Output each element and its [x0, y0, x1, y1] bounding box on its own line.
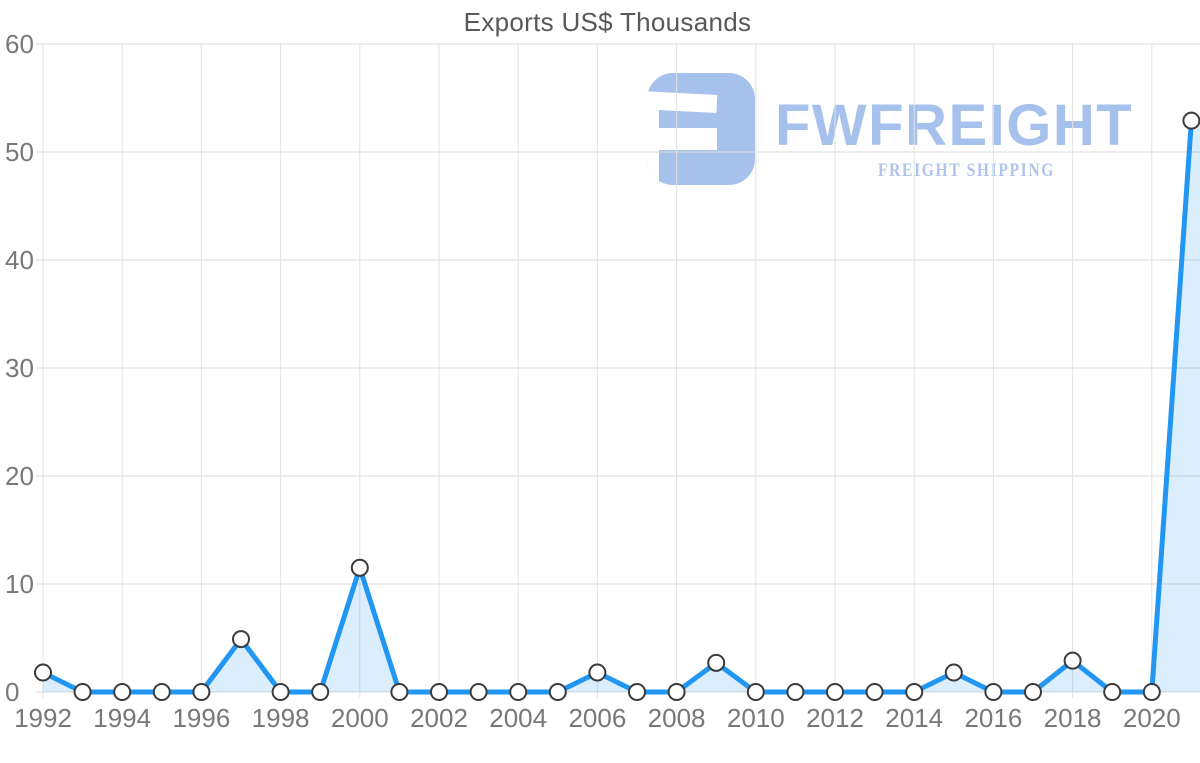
y-tick-label: 20 [5, 461, 34, 491]
data-point-1997[interactable] [232, 630, 250, 649]
data-point-2005[interactable] [548, 683, 567, 701]
data-point-1992[interactable] [34, 663, 52, 682]
data-point-2010[interactable] [746, 683, 765, 701]
data-point-1993[interactable] [73, 683, 92, 701]
data-point-2015[interactable] [944, 663, 963, 682]
data-point-2014[interactable] [905, 683, 924, 701]
x-tick-label: 2020 [1123, 703, 1181, 733]
data-point-1999[interactable] [311, 683, 330, 701]
data-point-1995[interactable] [152, 683, 171, 701]
x-tick-label: 2014 [885, 703, 943, 733]
chart-title: Exports US$ Thousands [463, 7, 752, 37]
x-tick-label: 1998 [252, 703, 310, 733]
y-tick-label: 0 [5, 677, 19, 707]
data-point-2017[interactable] [1024, 683, 1042, 701]
data-point-1996[interactable] [192, 683, 211, 701]
x-tick-label: 2004 [489, 703, 547, 733]
x-tick-label: 1992 [14, 703, 72, 733]
watermark-tagline: FREIGHT SHIPPING [878, 160, 1056, 181]
data-point-2018[interactable] [1063, 651, 1082, 670]
data-point-2020[interactable] [1142, 683, 1161, 701]
data-point-2021[interactable] [1182, 111, 1200, 130]
data-point-2008[interactable] [667, 683, 686, 701]
fwfreight-logo-icon [647, 73, 755, 185]
data-point-2013[interactable] [865, 683, 884, 701]
x-tick-label: 2018 [1044, 703, 1102, 733]
data-point-2001[interactable] [390, 683, 409, 701]
x-tick-label: 1996 [172, 703, 230, 733]
data-point-2003[interactable] [469, 683, 488, 701]
x-tick-label: 2002 [410, 703, 468, 733]
data-point-2009[interactable] [707, 653, 726, 672]
y-tick-label: 50 [5, 137, 34, 167]
x-axis-labels: 1992 1994 1996 1998 2000 2002 2004 2006 2008 2010… [14, 703, 1181, 733]
data-point-2016[interactable] [984, 683, 1003, 701]
logo-cut-middle [659, 128, 717, 150]
gridlines [36, 43, 1200, 698]
data-point-2019[interactable] [1103, 683, 1122, 701]
data-points [34, 111, 1200, 701]
x-tick-label: 1994 [93, 703, 151, 733]
data-point-1994[interactable] [113, 683, 132, 701]
y-axis-labels: 0 10 20 30 40 50 60 [5, 29, 34, 707]
y-tick-label: 30 [5, 353, 34, 383]
x-tick-label: 2006 [568, 703, 626, 733]
data-point-1998[interactable] [271, 683, 290, 701]
logo-cut-left [647, 103, 659, 185]
x-tick-label: 2012 [806, 703, 864, 733]
data-point-2011[interactable] [786, 683, 805, 701]
data-point-2012[interactable] [826, 683, 844, 701]
y-tick-label: 60 [5, 29, 34, 59]
data-point-2007[interactable] [628, 683, 646, 701]
y-tick-label: 10 [5, 569, 34, 599]
x-tick-label: 2008 [648, 703, 706, 733]
data-point-2006[interactable] [588, 663, 607, 682]
data-point-2000[interactable] [350, 558, 369, 577]
x-tick-label: 2000 [331, 703, 389, 733]
x-tick-label: 2016 [964, 703, 1022, 733]
data-point-2002[interactable] [430, 683, 448, 701]
data-point-2004[interactable] [509, 683, 528, 701]
series-line[interactable] [40, 118, 1194, 695]
x-tick-label: 2010 [727, 703, 785, 733]
series-area [43, 120, 1200, 693]
y-tick-label: 40 [5, 245, 34, 275]
